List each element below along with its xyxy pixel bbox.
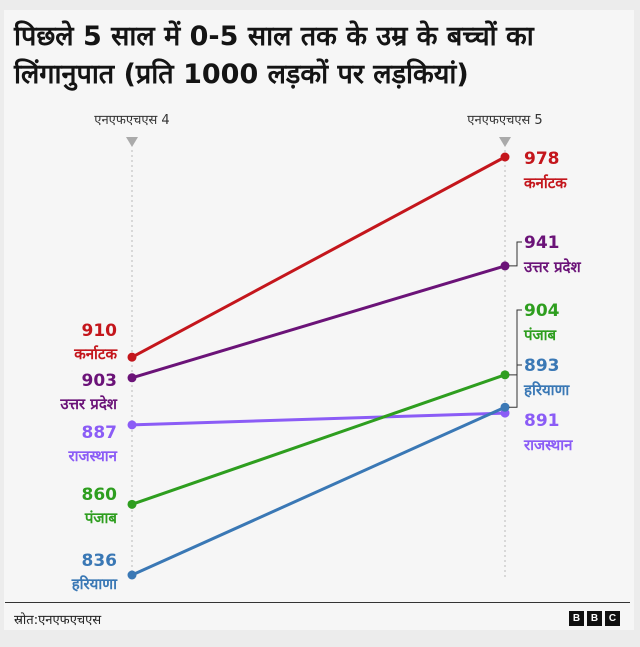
leader-line [509, 241, 522, 267]
series-line [131, 411, 506, 427]
chart-card [4, 10, 634, 630]
axis-label: एनएफएचएस 5 [467, 113, 542, 128]
data-point [127, 420, 137, 430]
leader-line [509, 309, 522, 376]
series-line [131, 264, 506, 380]
data-label: 887 [82, 423, 118, 443]
data-label: 860 [82, 485, 118, 505]
series-label: राजस्थान [68, 447, 118, 465]
data-point [500, 402, 510, 412]
data-label: 978 [524, 149, 560, 169]
chart-title: पिछले 5 साल में 0-5 साल तक के उम्र के बच… [14, 21, 534, 90]
data-label: 941 [524, 233, 560, 253]
series-label: पंजाब [84, 509, 119, 527]
series-line [131, 155, 506, 359]
axis-marker-icon [126, 137, 138, 147]
data-label: 903 [82, 371, 118, 391]
series-label: कर्नाटक [523, 174, 568, 192]
bbc-logo: B B C [569, 611, 620, 626]
footer-divider [5, 602, 630, 603]
data-label: 904 [524, 301, 560, 321]
series-label: उत्तर प्रदेश [59, 395, 117, 413]
series-label: उत्तर प्रदेश [523, 258, 581, 276]
axis-label: एनएफएचएस 4 [94, 113, 169, 128]
data-label: 910 [82, 321, 118, 341]
data-point [500, 370, 510, 380]
bbc-logo-letter: B [587, 611, 602, 626]
series-label: हरियाणा [71, 575, 118, 593]
data-point [127, 570, 137, 580]
series-label: राजस्थान [523, 436, 573, 454]
axis-marker-icon [499, 137, 511, 147]
data-label: 893 [524, 356, 560, 376]
data-point [127, 499, 137, 509]
data-label: 891 [524, 411, 560, 431]
data-label: 836 [82, 551, 118, 571]
leader-line [509, 364, 522, 408]
source-note: स्रोत:एनएफएचएस [14, 613, 102, 628]
data-point [127, 352, 137, 362]
series-label: कर्नाटक [73, 345, 118, 363]
series-line [131, 373, 506, 506]
series-line [131, 405, 506, 577]
data-point [127, 373, 137, 383]
data-point [500, 261, 510, 271]
bbc-logo-letter: B [569, 611, 584, 626]
series-label: पंजाब [523, 326, 558, 344]
bbc-logo-letter: C [605, 611, 620, 626]
data-point [500, 152, 510, 162]
series-label: हरियाणा [523, 381, 570, 399]
